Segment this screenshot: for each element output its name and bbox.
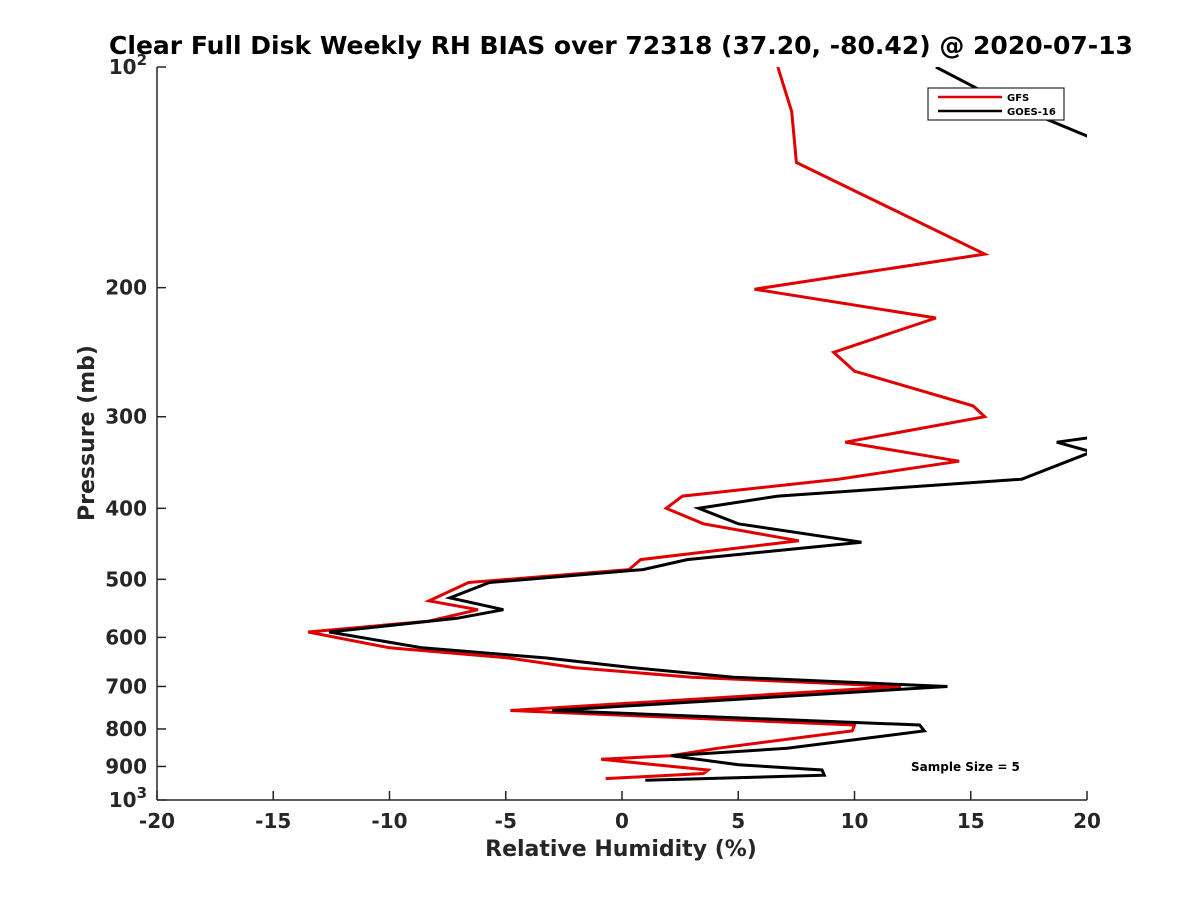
y-tick-label: 400	[105, 496, 147, 520]
sample-size-annotation: Sample Size = 5	[911, 760, 1020, 774]
y-axis-ticks: 102 200 300 400 500 600 700 800 900 103	[105, 51, 166, 812]
y-tick-label: 300	[105, 405, 147, 429]
series-line-gfs	[307, 67, 990, 781]
y-tick-label: 102	[109, 51, 147, 79]
x-tick-label: 5	[731, 809, 745, 833]
y-tick-label: 900	[105, 754, 147, 778]
legend: GFS GOES-16	[927, 87, 1065, 121]
x-tick-label: -5	[495, 809, 517, 833]
y-tick-label: 600	[105, 625, 147, 649]
legend-box	[927, 87, 1065, 121]
y-tick-label: 200	[105, 276, 147, 300]
y-tick-label: 800	[105, 717, 147, 741]
x-tick-label: -15	[255, 809, 291, 833]
x-tick-label: 20	[1073, 809, 1101, 833]
x-tick-label: -10	[371, 809, 407, 833]
chart-title: Clear Full Disk Weekly RH BIAS over 7231…	[109, 31, 1133, 60]
series-line-goes16	[328, 67, 1087, 782]
x-axis-label: Relative Humidity (%)	[485, 837, 757, 862]
x-tick-label: 0	[615, 809, 629, 833]
legend-label-gfs: GFS	[1007, 93, 1029, 104]
y-tick-label: 500	[105, 567, 147, 591]
y-axis-label: Pressure (mb)	[75, 345, 100, 521]
y-tick-label: 700	[105, 674, 147, 698]
plot-area: -20 -15 -10 -5 0 5 10 15 20 102 200 300 400 500 600 70…	[105, 51, 1101, 833]
series-layer	[307, 67, 1087, 782]
legend-label-goes16: GOES-16	[1007, 107, 1056, 118]
y-tick-label: 103	[109, 784, 147, 812]
x-tick-label: 15	[957, 809, 985, 833]
x-tick-label: -20	[139, 809, 175, 833]
x-axis-ticks: -20 -15 -10 -5 0 5 10 15 20	[139, 791, 1101, 833]
x-tick-label: 10	[841, 809, 869, 833]
